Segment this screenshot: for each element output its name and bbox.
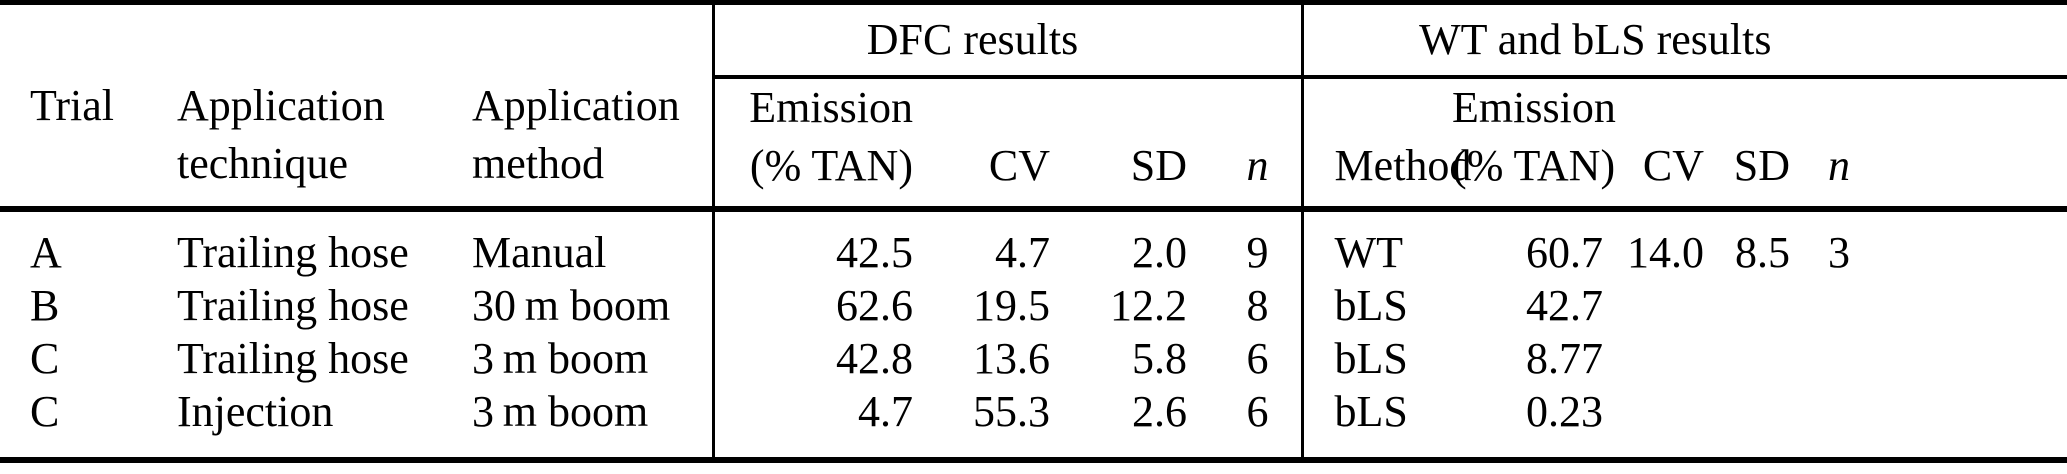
cell-dfc-cv: 19.5	[973, 280, 1050, 330]
col-header-line: method	[472, 138, 604, 188]
col-header-line: Application	[177, 80, 385, 130]
col-header-application-method: Application method	[472, 76, 713, 212]
cell-dfc-cv: 55.3	[973, 386, 1050, 436]
cell-wt-method: bLS	[1300, 331, 1453, 385]
cell-application-technique: Injection	[177, 386, 334, 436]
cell-wt-sd	[1704, 332, 1790, 385]
col-header-wt-n: n	[1790, 76, 1851, 212]
cell-wt-emission: 60.7	[1526, 227, 1604, 277]
col-header-dfc-cv: CV	[913, 76, 1050, 212]
cell-dfc-n: 6	[1246, 386, 1269, 436]
group-header-row: DFC results WT and bLS results	[0, 2, 2067, 79]
cell-wt-emission: 42.7	[1526, 280, 1604, 330]
cell-wt-n	[1790, 279, 1850, 332]
cell-trial: C	[30, 386, 60, 436]
col-header-line: Emission	[1452, 82, 1616, 132]
cell-trial: A	[30, 227, 62, 277]
col-header-line: (% TAN)	[749, 140, 913, 190]
cell-dfc-emission: 42.8	[711, 331, 913, 385]
table-row-trial-c1: C Trailing hose 3 m boom 42.8 13.6 5.8 6…	[0, 331, 2067, 385]
col-header-filler	[1850, 76, 2067, 212]
cell-dfc-cv: 13.6	[973, 333, 1050, 383]
cell-dfc-emission: 4.7	[711, 384, 913, 460]
cell-wt-cv	[1603, 385, 1704, 460]
cell-wt-sd	[1704, 279, 1790, 332]
cell-dfc-n: 6	[1246, 333, 1269, 383]
cell-wt-method: bLS	[1300, 278, 1453, 332]
cell-dfc-sd: 5.8	[1132, 333, 1187, 383]
cell-wt-sd: 8.5	[1735, 227, 1791, 277]
cell-wt-method: WT	[1300, 208, 1453, 279]
col-header-line: (% TAN)	[1452, 140, 1616, 190]
cell-dfc-sd: 2.0	[1132, 227, 1187, 277]
cell-dfc-sd: 12.2	[1110, 280, 1187, 330]
cell-wt-sd	[1704, 385, 1790, 460]
cell-application-technique: Trailing hose	[177, 227, 409, 277]
cell-application-method: 3 m boom	[472, 333, 649, 383]
cell-trial: C	[30, 333, 60, 383]
cell-application-technique: Trailing hose	[177, 280, 409, 330]
cell-wt-n	[1790, 385, 1850, 460]
cell-wt-cv	[1603, 279, 1704, 332]
cell-dfc-n: 9	[1246, 227, 1269, 277]
cell-trial: B	[30, 280, 60, 330]
cell-wt-n: 3	[1828, 227, 1851, 277]
group-header-spacer	[0, 3, 713, 77]
cell-dfc-cv: 4.7	[995, 227, 1050, 277]
table-row-trial-c2: C Injection 3 m boom 4.7 55.3 2.6 6 bLS …	[0, 384, 2067, 460]
cell-application-technique: Trailing hose	[177, 333, 409, 383]
cell-wt-emission: 8.77	[1526, 333, 1604, 383]
cell-dfc-emission: 62.6	[711, 278, 913, 332]
table-row-trial-a: A Trailing hose Manual 42.5 4.7 2.0 9 WT…	[0, 208, 2067, 279]
cell-filler	[1850, 385, 2067, 460]
col-header-wt-sd: SD	[1704, 76, 1791, 212]
cell-filler	[1850, 209, 2067, 279]
col-header-line: Application	[472, 80, 680, 130]
cell-dfc-n: 8	[1246, 280, 1269, 330]
col-header-trial: Trial	[0, 76, 175, 212]
col-header-line: technique	[177, 138, 349, 188]
table-row-trial-b: B Trailing hose 30 m boom 62.6 19.5 12.2…	[0, 278, 2067, 332]
cell-filler	[1850, 332, 2067, 385]
cell-wt-method: bLS	[1300, 384, 1453, 460]
dfc-group-header: DFC results	[711, 2, 1303, 79]
col-header-wt-cv: CV	[1603, 76, 1705, 212]
col-header-wt-emission: Emission (% TAN)	[1452, 76, 1616, 212]
cell-application-method: 30 m boom	[472, 280, 671, 330]
emission-results-table: DFC results WT and bLS results Trial App…	[0, 0, 2067, 463]
cell-application-method: 3 m boom	[472, 386, 649, 436]
cell-filler	[1850, 279, 2067, 332]
wt-bls-group-header: WT and bLS results	[1300, 2, 2067, 79]
col-header-application-technique: Application technique	[175, 76, 472, 212]
col-header-wt-method: Method	[1300, 76, 1471, 212]
cell-dfc-sd: 2.6	[1132, 386, 1187, 436]
cell-wt-cv: 14.0	[1627, 227, 1705, 277]
col-header-dfc-emission: Emission (% TAN)	[711, 76, 913, 212]
col-header-line: Emission	[749, 82, 913, 132]
cell-application-method: Manual	[472, 227, 607, 277]
column-header-row: Trial Application technique Application …	[0, 76, 2067, 212]
cell-wt-emission: 0.23	[1526, 386, 1604, 436]
col-header-dfc-n: n	[1187, 76, 1303, 212]
col-header-dfc-sd: SD	[1050, 76, 1187, 212]
cell-wt-cv	[1603, 332, 1704, 385]
cell-dfc-emission: 42.5	[711, 208, 913, 279]
cell-wt-n	[1790, 332, 1850, 385]
